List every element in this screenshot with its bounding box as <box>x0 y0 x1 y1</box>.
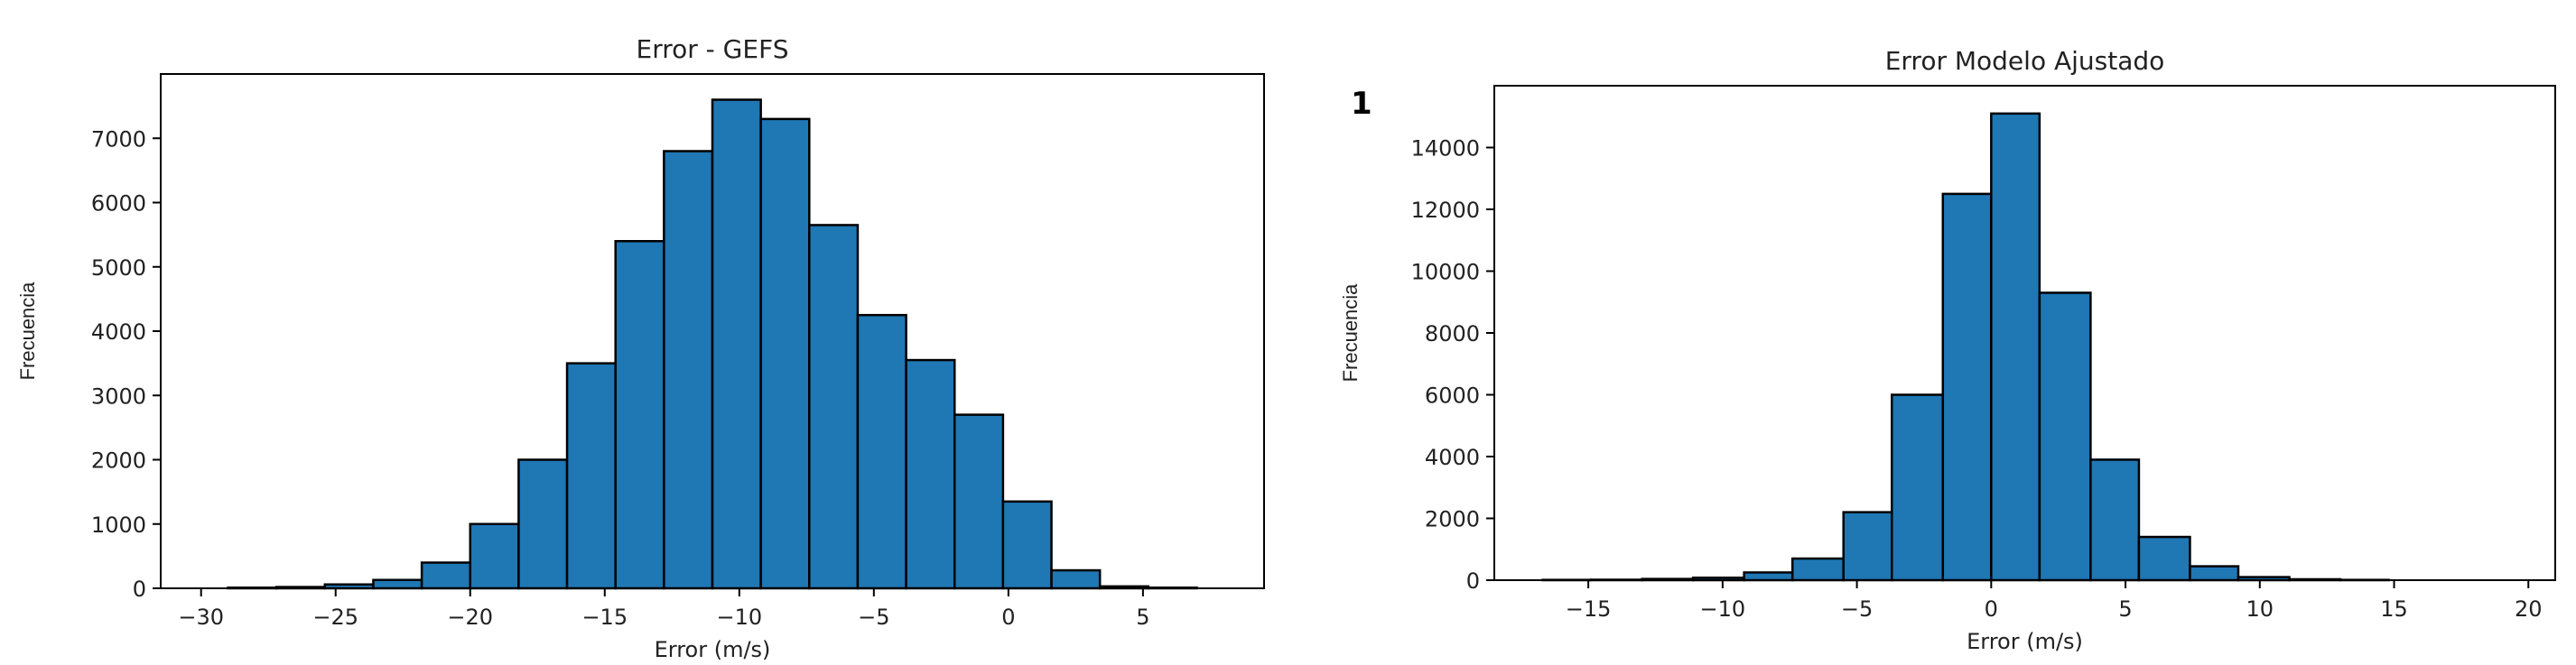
chart-title: Error - GEFS <box>637 34 789 64</box>
y-tick-label: 8000 <box>1425 321 1480 346</box>
y-tick-label: 2000 <box>1425 507 1480 532</box>
y-tick-label: 2000 <box>91 448 146 474</box>
x-tick-label: −10 <box>1700 596 1746 622</box>
histogram-bar <box>856 313 907 590</box>
histogram-bar <box>469 522 520 590</box>
y-axis-label: Frecuencia <box>16 282 39 381</box>
x-tick-label: 5 <box>2118 596 2132 622</box>
histogram-bar <box>905 358 956 590</box>
stray-mark: 1 <box>1351 86 1372 122</box>
histogram-bar <box>711 98 762 590</box>
histogram-bar <box>2089 458 2141 582</box>
histogram-bar <box>1941 192 1993 582</box>
histogram-bar <box>614 240 665 590</box>
histogram-bar <box>1990 112 2041 582</box>
x-tick-label: −20 <box>447 605 493 630</box>
y-tick-label: 6000 <box>91 191 146 217</box>
histogram-bar <box>517 458 569 590</box>
x-tick-label: −15 <box>1566 596 1612 622</box>
y-tick-label: 3000 <box>91 383 146 409</box>
x-axis-label: Error (m/s) <box>1967 629 2083 654</box>
y-tick-label: 1000 <box>91 513 146 538</box>
y-tick-label: 6000 <box>1425 383 1480 409</box>
y-tick-label: 5000 <box>91 255 146 281</box>
y-tick-label: 0 <box>1466 568 1480 594</box>
x-tick-label: 5 <box>1136 605 1149 630</box>
histogram-bar <box>1001 500 1053 590</box>
histogram-bar <box>2137 535 2191 582</box>
histogram-bar <box>565 362 617 590</box>
chart-title: Error Modelo Ajustado <box>1885 46 2165 76</box>
histogram-bar <box>759 117 811 590</box>
x-tick-label: 20 <box>2515 596 2543 622</box>
x-axis-label: Error (m/s) <box>655 637 771 662</box>
histogram-bar <box>953 413 1005 590</box>
histogram-bar <box>1891 393 1945 582</box>
histogram-bar <box>2038 291 2092 582</box>
histogram-bar <box>808 224 860 590</box>
y-axis-label: Frecuencia <box>1339 283 1362 383</box>
chart-error-gefs: −30 −25 −20 −15 −10 −5 0 5 0 1000 2000 3000 4000 5000… <box>16 34 1265 662</box>
x-tick-label: 0 <box>1985 596 1998 622</box>
histogram-bar <box>663 150 714 590</box>
x-tick-label: −25 <box>312 605 358 630</box>
x-tick-label: 0 <box>1001 605 1015 630</box>
y-tick-label: 0 <box>133 577 146 602</box>
y-tick-label: 10000 <box>1411 260 1480 285</box>
histogram-bar <box>1842 511 1893 582</box>
x-tick-label: −5 <box>1841 596 1873 622</box>
histogram-bar <box>372 578 423 590</box>
y-tick-label: 12000 <box>1411 198 1480 223</box>
x-tick-label: −30 <box>178 605 224 630</box>
y-tick-label: 4000 <box>1425 445 1480 470</box>
y-tick-label: 4000 <box>91 319 146 345</box>
x-tick-label: −5 <box>858 605 889 630</box>
histogram-bar <box>1790 557 1845 582</box>
y-tick-label: 7000 <box>91 126 146 152</box>
histogram-bar <box>420 561 472 590</box>
y-tick-label: 14000 <box>1411 136 1480 162</box>
histogram-bar <box>2189 565 2240 582</box>
x-tick-label: 15 <box>2380 596 2408 622</box>
x-tick-label: −10 <box>716 605 762 630</box>
x-tick-label: 10 <box>2246 596 2274 622</box>
histogram-bar <box>1050 568 1102 590</box>
chart-error-modelo-ajustado: −15 −10 −5 0 5 10 15 20 0 2000 4000 6000 8000 10000 12… <box>1339 46 2556 654</box>
histogram-bar <box>1743 571 1794 582</box>
x-tick-label: −15 <box>581 605 628 630</box>
